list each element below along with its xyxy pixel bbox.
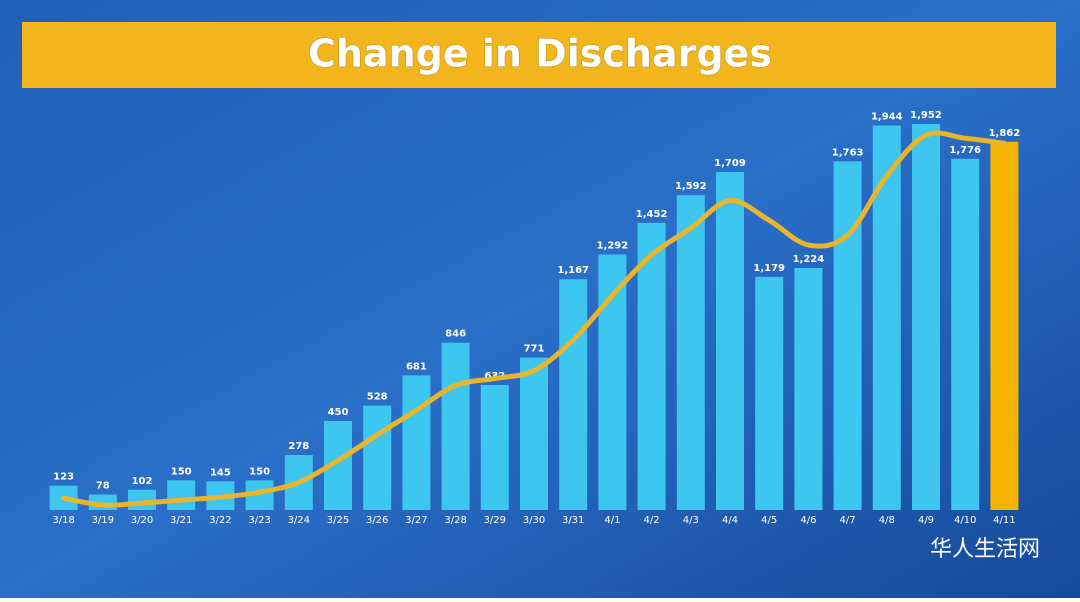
value-label: 150: [171, 466, 192, 477]
x-tick-label: 3/24: [288, 515, 310, 526]
x-tick-label: 4/6: [800, 515, 816, 526]
bar: [559, 279, 588, 510]
value-label: 1,292: [597, 241, 629, 252]
x-tick-label: 4/9: [918, 515, 934, 526]
x-tick-label: 3/19: [92, 515, 114, 526]
value-label: 123: [53, 472, 74, 483]
bar: [402, 375, 431, 510]
value-label: 1,709: [714, 158, 746, 169]
value-label: 1,763: [832, 147, 864, 158]
x-tick-label: 4/7: [840, 515, 856, 526]
x-tick-label: 4/3: [683, 515, 699, 526]
value-label: 846: [445, 329, 466, 340]
value-label: 771: [524, 344, 545, 355]
bar: [441, 342, 470, 510]
watermark: 华人生活网: [930, 537, 1040, 562]
x-tick-label: 4/1: [604, 515, 620, 526]
x-tick-label: 3/29: [484, 515, 506, 526]
x-tick-label: 3/30: [523, 515, 545, 526]
bar: [833, 161, 862, 511]
bar: [363, 405, 392, 510]
x-tick-label: 3/26: [366, 515, 388, 526]
bar: [480, 385, 509, 510]
x-tick-label: 3/18: [52, 515, 74, 526]
value-label: 1,224: [793, 254, 825, 265]
chart-title: Change in Discharges: [308, 32, 772, 76]
x-tick-label: 4/11: [993, 515, 1015, 526]
value-label: 1,952: [910, 110, 942, 121]
value-label: 1,179: [753, 263, 785, 274]
bar: [167, 480, 196, 510]
value-label: 1,452: [636, 209, 668, 220]
value-label: 150: [249, 466, 270, 477]
x-tick-label: 3/23: [248, 515, 270, 526]
value-label: 1,592: [675, 181, 707, 192]
value-label: 681: [406, 361, 427, 372]
x-tick-label: 4/10: [954, 515, 976, 526]
value-label: 278: [288, 441, 309, 452]
x-tick-label: 3/20: [131, 515, 153, 526]
value-label: 78: [96, 481, 110, 492]
value-label: 450: [328, 407, 349, 418]
x-tick-label: 3/27: [405, 515, 427, 526]
bar: [637, 222, 666, 510]
bar: [520, 357, 548, 510]
bar: [990, 141, 1019, 511]
value-label: 145: [210, 467, 231, 478]
x-tick-label: 3/22: [209, 515, 231, 526]
bar: [794, 267, 823, 510]
bar: [912, 124, 940, 510]
bar: [872, 125, 901, 510]
x-tick-label: 3/31: [562, 515, 584, 526]
bar: [951, 158, 980, 510]
bar: [755, 276, 784, 510]
value-label: 528: [367, 392, 388, 403]
x-tick-label: 4/2: [644, 515, 660, 526]
title-banner: [22, 22, 1056, 88]
bar: [716, 172, 744, 511]
x-tick-label: 4/5: [761, 515, 777, 526]
trend-line: [61, 130, 1007, 508]
x-tick-label: 3/28: [444, 515, 466, 526]
value-label: 1,862: [989, 128, 1021, 139]
x-tick-label: 3/21: [170, 515, 192, 526]
value-label: 1,776: [949, 145, 981, 156]
value-label: 1,944: [871, 112, 903, 123]
value-label: 1,167: [557, 265, 589, 276]
bar: [676, 195, 705, 510]
value-label: 102: [132, 476, 153, 487]
x-tick-label: 4/8: [879, 515, 895, 526]
x-tick-label: 3/25: [327, 515, 349, 526]
x-tick-label: 4/4: [722, 515, 738, 526]
